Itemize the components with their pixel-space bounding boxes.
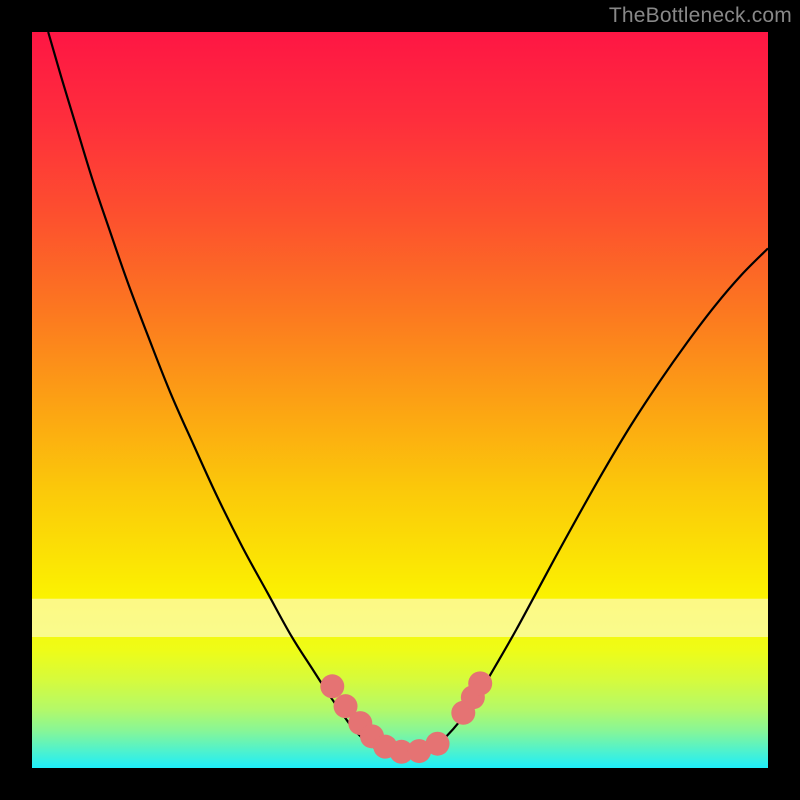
plot-gradient-background: [32, 32, 768, 768]
curve-marker: [426, 732, 450, 756]
watermark-text: TheBottleneck.com: [609, 4, 792, 28]
highlight-band: [32, 599, 768, 637]
curve-marker: [320, 674, 344, 698]
curve-marker: [468, 671, 492, 695]
bottleneck-curve-chart: [0, 0, 800, 800]
